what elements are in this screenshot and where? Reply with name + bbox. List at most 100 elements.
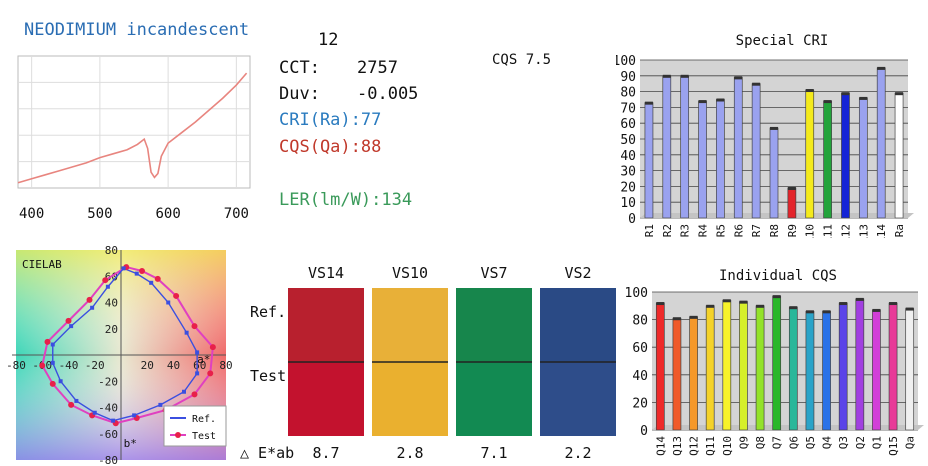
individual-cqs-bar-cap: [656, 302, 665, 306]
special-cri-bar: [805, 89, 815, 219]
spectrum-plot-area: [17, 55, 251, 189]
special-cri-bar-cap: [734, 76, 743, 80]
special-cri-bar: [644, 102, 654, 219]
special-cri-bar-cap: [698, 100, 707, 104]
cielab-test-point: [68, 401, 75, 408]
swatch-ref: [372, 288, 448, 362]
individual-cqs-category-label: Q12: [688, 436, 701, 456]
cielab-x-tick-label: 40: [167, 359, 180, 372]
individual-cqs-category-label: Q8: [754, 436, 767, 449]
cct-label: CCT:: [279, 58, 320, 78]
individual-cqs-bar: [805, 310, 815, 431]
cielab-test-point: [191, 323, 198, 330]
special-cri-bar-cap: [662, 74, 671, 78]
cielab-test-point: [44, 338, 51, 345]
cielab-x-tick-label: -40: [59, 359, 79, 372]
individual-cqs-bar-cap: [772, 295, 781, 299]
cielab-y-tick-label: -80: [98, 454, 118, 466]
cielab-b-axis-label: b*: [124, 437, 137, 450]
swatch-ref: [456, 288, 532, 362]
individual-cqs-bar-cap: [739, 300, 748, 304]
cielab-ref-point: [50, 360, 55, 365]
individual-cqs-bar-cap: [672, 317, 681, 321]
special-cri-bar-cap: [716, 98, 725, 102]
individual-cqs-bar-cap: [689, 315, 698, 319]
spectrum-tick-label: 600: [155, 206, 180, 222]
swatch-column-label: VS7: [480, 264, 507, 282]
cielab-ref-point: [134, 271, 139, 276]
individual-cqs-bar: [772, 295, 782, 431]
individual-cqs-category-label: Q5: [804, 436, 817, 449]
individual-cqs-bar-cap: [789, 306, 798, 310]
duv-label: Duv:: [279, 84, 320, 104]
cielab-x-tick-label: 80: [219, 359, 232, 372]
cielab-legend-test-label: Test: [192, 431, 216, 442]
cielab-ref-point: [195, 371, 200, 376]
delta-e-value: 8.7: [312, 444, 339, 462]
special-cri-tick-label: 30: [620, 165, 636, 180]
special-cri-bar: [680, 75, 690, 219]
individual-cqs-category-label: Qa: [904, 436, 917, 449]
special-cri-category-label: R13: [857, 224, 870, 238]
individual-cqs-category-label: Q1: [870, 436, 883, 449]
special-cri-bar-cap: [841, 92, 850, 96]
individual-cqs-tick-label: 100: [625, 286, 648, 301]
individual-cqs-bar: [655, 302, 665, 431]
special-cri-bar: [769, 127, 779, 219]
individual-cqs-bar-cap: [889, 302, 898, 306]
cielab-test-point: [154, 275, 161, 282]
individual-cqs-bar-cap: [805, 310, 814, 314]
individual-cqs-bar: [888, 302, 898, 431]
special-cri-bar-cap: [859, 96, 868, 100]
special-cri-category-label: R1: [643, 224, 656, 237]
special-cri-bar: [662, 75, 672, 219]
cielab-test-point: [191, 391, 198, 398]
individual-cqs-tick-label: 20: [632, 396, 648, 411]
individual-cqs-title: Individual CQS: [719, 268, 837, 284]
cielab-ref-point: [132, 413, 137, 418]
special-cri-category-label: R7: [750, 224, 763, 237]
cielab-x-tick-label: -20: [85, 359, 105, 372]
individual-cqs-category-label: Q13: [671, 436, 684, 456]
swatch-test: [372, 362, 448, 436]
cielab-a-axis-label: a*: [197, 353, 210, 366]
cielab-test-point: [209, 344, 216, 351]
delta-e-value: 7.1: [480, 444, 507, 462]
individual-cqs-bar-cap: [839, 302, 848, 306]
cielab-ref-point: [50, 342, 55, 347]
cielab-ref-point: [195, 350, 200, 355]
individual-cqs-tick-label: 80: [632, 314, 648, 329]
cielab-ref-point: [92, 410, 97, 415]
cielab-y-tick-label: -40: [98, 402, 118, 415]
cielab-test-point: [173, 292, 180, 299]
cielab-ref-point: [182, 389, 186, 394]
cielab-test-point: [39, 362, 46, 369]
special-cri-tick-label: 50: [620, 133, 636, 148]
swatch-ref: [288, 288, 364, 362]
cielab-ref-point: [58, 379, 63, 384]
cqs-qa-text: CQS(Qa):88: [279, 137, 382, 157]
special-cri-bar: [823, 100, 832, 219]
cct-row: CCT: 2757: [279, 58, 398, 78]
special-cri-bar-cap: [787, 186, 796, 190]
special-cri-bar-cap: [823, 100, 832, 104]
cielab-test-point: [207, 370, 214, 377]
individual-cqs-bar-cap: [756, 304, 765, 308]
cielab-chart: -80-60-40-2020406080-80-60-40-2020406080…: [6, 246, 233, 466]
cielab-x-tick-label: 20: [141, 359, 154, 372]
spectrum-tick-label: 400: [19, 206, 44, 222]
special-cri-category-label: R3: [679, 224, 692, 237]
cielab-ref-point: [158, 402, 163, 407]
special-cri-bar-cap: [644, 101, 653, 105]
individual-cqs-bar: [705, 305, 715, 431]
swatch-column-label: VS2: [564, 264, 591, 282]
special-cri-bar-cap: [895, 92, 904, 96]
individual-cqs-category-label: Q15: [887, 436, 900, 456]
individual-cqs-bar: [689, 316, 698, 431]
cielab-x-tick-label: -80: [6, 359, 26, 372]
individual-cqs-bar-cap: [822, 310, 831, 314]
cielab-ref-point: [121, 266, 126, 271]
special-cri-bar: [841, 92, 850, 219]
cielab-test-line: [41, 266, 214, 425]
